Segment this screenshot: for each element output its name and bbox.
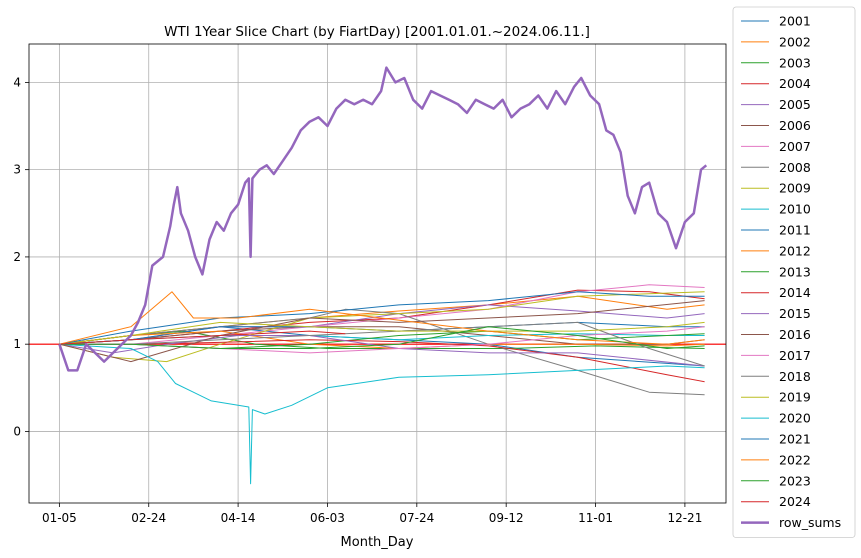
y-tick-label: 3 bbox=[13, 163, 21, 177]
legend-label: 2018 bbox=[779, 369, 811, 384]
series-line-2023 bbox=[59, 326, 705, 349]
legend-label: 2005 bbox=[779, 97, 811, 112]
grid bbox=[29, 44, 726, 503]
legend-label: 2003 bbox=[779, 55, 811, 70]
chart-title: WTI 1Year Slice Chart (by FiartDay) [200… bbox=[164, 24, 590, 40]
x-tick-label: 01-05 bbox=[42, 511, 77, 525]
legend-label: 2021 bbox=[779, 432, 811, 447]
legend-label: 2014 bbox=[779, 285, 811, 300]
series-line-2016 bbox=[59, 300, 705, 363]
x-tick-label: 06-03 bbox=[310, 511, 345, 525]
legend-label: 2019 bbox=[779, 390, 811, 405]
y-tick-label: 4 bbox=[13, 75, 21, 89]
legend-box bbox=[732, 6, 856, 538]
legend: 2001 2002 2003 2004 2005 2006 2007 2008 2009 2010… bbox=[732, 6, 856, 538]
plot-frame bbox=[28, 43, 727, 504]
y-axis-ticks: 0 1 2 3 4 bbox=[13, 75, 29, 438]
y-tick-label: 2 bbox=[13, 250, 21, 264]
x-tick-label: 12-21 bbox=[667, 511, 702, 525]
y-tick-label: 0 bbox=[13, 424, 21, 438]
series-line-2021 bbox=[59, 291, 705, 345]
series-line-2019 bbox=[59, 321, 705, 345]
x-axis-ticks: 01-05 02-24 04-14 06-03 07-24 09-12 11-01 12-21 bbox=[42, 503, 702, 525]
legend-label: 2023 bbox=[779, 473, 811, 488]
legend-label: 2007 bbox=[779, 139, 811, 154]
legend-label: 2012 bbox=[779, 243, 811, 258]
series-line-2014 bbox=[59, 339, 705, 383]
legend-label: 2010 bbox=[779, 202, 811, 217]
x-tick-label: 11-01 bbox=[578, 511, 613, 525]
legend-label: 2001 bbox=[779, 14, 811, 29]
legend-label: 2017 bbox=[779, 348, 811, 363]
x-tick-label: 09-12 bbox=[489, 511, 524, 525]
series-line-2024 bbox=[59, 330, 346, 345]
series-line-row_sums bbox=[58, 66, 708, 372]
series-line-2020 bbox=[59, 343, 705, 485]
x-tick-label: 02-24 bbox=[131, 511, 166, 525]
x-tick-label: 04-14 bbox=[221, 511, 256, 525]
legend-label: 2004 bbox=[779, 76, 811, 91]
legend-label: 2011 bbox=[779, 223, 811, 238]
legend-label: 2016 bbox=[779, 327, 811, 342]
legend-label: 2013 bbox=[779, 264, 811, 279]
series-line-2007 bbox=[59, 284, 705, 345]
y-tick-label: 1 bbox=[13, 337, 21, 351]
legend-label: row_sums bbox=[779, 515, 841, 530]
legend-label: 2022 bbox=[779, 452, 811, 467]
legend-label: 2008 bbox=[779, 160, 811, 175]
legend-label: 2015 bbox=[779, 306, 811, 321]
legend-label: 2020 bbox=[779, 411, 811, 426]
legend-label: 2009 bbox=[779, 181, 811, 196]
legend-label: 2024 bbox=[779, 494, 811, 509]
series-lines bbox=[58, 66, 708, 485]
x-axis-label: Month_Day bbox=[341, 535, 414, 550]
legend-label: 2002 bbox=[779, 34, 811, 49]
series-line-2022 bbox=[59, 291, 705, 345]
x-tick-label: 07-24 bbox=[399, 511, 434, 525]
legend-label: 2006 bbox=[779, 118, 811, 133]
series-line-2008 bbox=[59, 308, 705, 396]
